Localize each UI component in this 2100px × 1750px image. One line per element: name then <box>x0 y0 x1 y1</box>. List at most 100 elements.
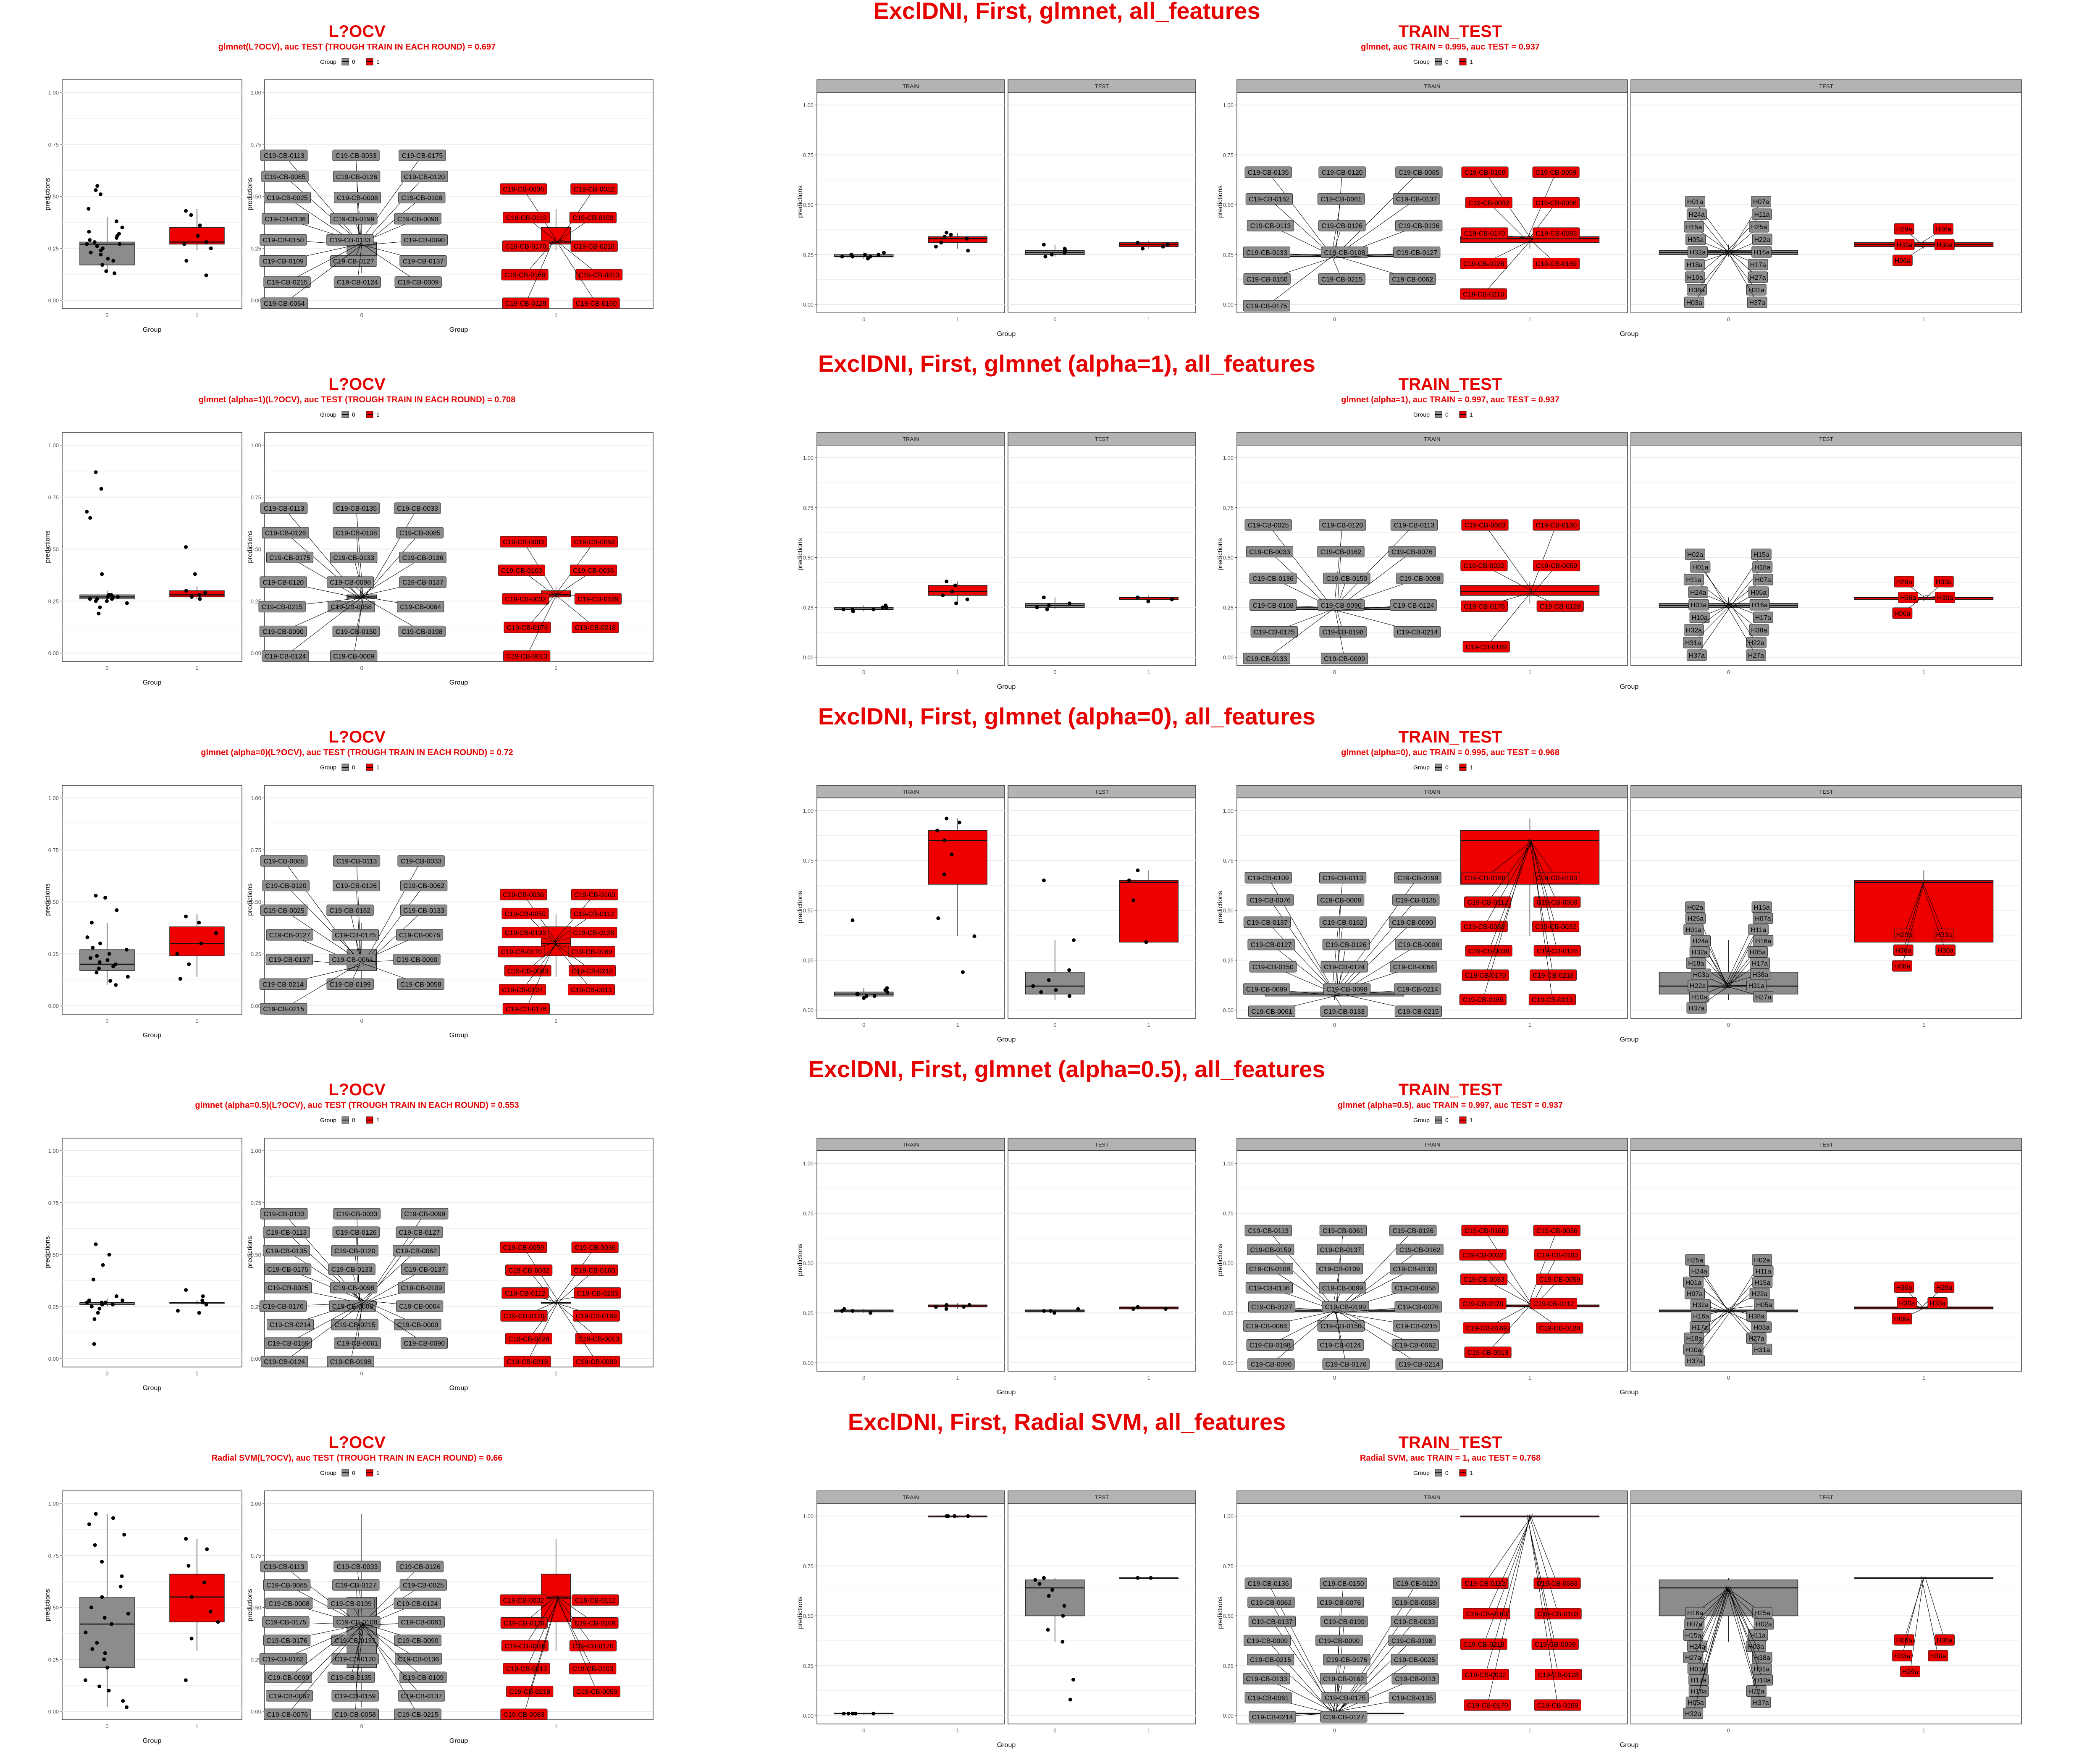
label-box <box>1688 246 1708 258</box>
train-label-panel-strip <box>1236 1138 1628 1151</box>
label-box <box>399 255 447 267</box>
train-label-panel-strip <box>1236 79 1628 93</box>
data-point <box>1063 247 1067 251</box>
data-point <box>840 254 844 259</box>
label-text: C19-CB-0124 <box>1320 1342 1361 1349</box>
label-box <box>1685 548 1705 560</box>
label-box <box>332 1226 380 1238</box>
label-text: C19-CB-0170 <box>501 949 542 956</box>
x-axis-label: Group <box>997 331 1016 338</box>
x-tick-label: 0 <box>360 665 363 671</box>
train-box-panel: 0.000.250.500.751.00 <box>803 445 1005 666</box>
label-box <box>1685 1607 1705 1619</box>
legend-title: Group <box>1413 411 1430 418</box>
label-text: C19-CB-0103 <box>1538 1611 1579 1618</box>
loocv-box-panel-border <box>62 1138 242 1367</box>
label-box <box>504 1356 551 1367</box>
label-box <box>260 150 308 161</box>
label-text: H05a <box>1751 589 1767 596</box>
label-leader <box>361 1625 422 1696</box>
y-tick-label: 0.75 <box>251 494 261 501</box>
data-point <box>103 1651 107 1655</box>
label-box <box>571 536 618 548</box>
label-box <box>1394 626 1441 638</box>
label-text: H37a <box>1688 1005 1704 1012</box>
label-box <box>396 1300 444 1312</box>
label-leader <box>1485 525 1531 590</box>
label-text: C19-CB-0160 <box>574 892 615 899</box>
label-box <box>328 601 375 613</box>
y-tick-label: 0.75 <box>48 1553 59 1559</box>
label-box <box>501 1287 549 1299</box>
label-box <box>569 212 617 223</box>
label-text: C19-CB-0137 <box>269 957 310 964</box>
label-leader <box>1902 882 1924 966</box>
label-box <box>263 1579 311 1591</box>
label-text: C19-CB-0059 <box>1536 563 1577 570</box>
test-label-panel-strip-label: TEST <box>1819 1141 1833 1148</box>
train-label-panel-strip-label: TRAIN <box>1424 789 1441 795</box>
label-box <box>1247 894 1294 906</box>
x-axis-label: Group <box>143 1032 162 1039</box>
data-point <box>93 1543 97 1547</box>
label-leader <box>1910 1579 1924 1672</box>
label-text: H07a <box>1686 1621 1702 1628</box>
label-leader <box>526 941 556 1009</box>
label-text: H37a <box>1753 1699 1769 1706</box>
label-text: H27a <box>1755 994 1771 1001</box>
data-point <box>107 1689 111 1692</box>
label-leader <box>1270 1659 1335 1713</box>
label-leader <box>1693 1310 1729 1350</box>
data-point <box>862 996 866 1000</box>
label-text: C19-CB-0162 <box>1249 196 1290 203</box>
label-text: C19-CB-0126 <box>336 1229 377 1236</box>
y-tick-label: 1.00 <box>803 1160 814 1167</box>
label-text: C19-CB-0135 <box>331 1674 372 1682</box>
x-tick-label: 1 <box>956 1727 959 1734</box>
label-text: C19-CB-0169 <box>576 1313 617 1320</box>
label-leader <box>1267 922 1338 995</box>
label-text: C19-CB-0085 <box>265 173 306 181</box>
label-leader <box>1485 1514 1533 1584</box>
label-text: C19-CB-0112 <box>506 215 547 222</box>
label-box <box>1243 1673 1290 1684</box>
label-leader <box>1487 1514 1530 1705</box>
label-box <box>264 1337 312 1349</box>
label-text: H11a <box>1686 577 1701 584</box>
data-point <box>189 1595 194 1599</box>
label-text: C19-CB-0169 <box>578 596 619 603</box>
label-text: C19-CB-0162 <box>1323 1676 1364 1683</box>
data-point <box>113 271 117 275</box>
y-tick-label: 0.25 <box>1223 1310 1234 1316</box>
label-text: C19-CB-0090 <box>404 1340 445 1347</box>
y-tick-label: 1.00 <box>251 1501 261 1507</box>
x-tick-label: 0 <box>1333 1022 1336 1028</box>
label-box <box>263 192 311 204</box>
data-point <box>1136 1576 1140 1580</box>
data-point <box>967 1303 971 1307</box>
loocv-box-panel: 0.000.250.500.751.00 <box>48 432 242 662</box>
label-text: C19-CB-0215 <box>1396 1323 1437 1330</box>
y-tick-label: 0.25 <box>48 951 59 957</box>
label-text: C19-CB-0160 <box>576 300 617 307</box>
label-leader <box>525 240 555 275</box>
label-text: C19-CB-0175 <box>1254 629 1295 636</box>
label-box <box>1690 1321 1710 1333</box>
label-leader <box>1696 607 1730 656</box>
legend-label-0: 0 <box>352 1469 355 1476</box>
label-leader <box>1335 1312 1347 1364</box>
label-box <box>1685 1288 1705 1299</box>
label-leader <box>1693 1587 1729 1635</box>
label-box <box>1464 1346 1512 1358</box>
label-text: C19-CB-0150 <box>1326 575 1368 582</box>
loocv-box-panel: 0.000.250.500.751.00 <box>48 1490 242 1720</box>
train-label-panel-strip-label: TRAIN <box>1424 436 1441 442</box>
label-text: C19-CB-0133 <box>329 237 370 244</box>
label-text: C19-CB-0064 <box>399 1303 440 1310</box>
label-leader <box>1334 525 1343 611</box>
label-text: C19-CB-0096 <box>1250 1361 1292 1368</box>
label-box <box>575 1333 622 1345</box>
label-box <box>1536 1273 1583 1285</box>
